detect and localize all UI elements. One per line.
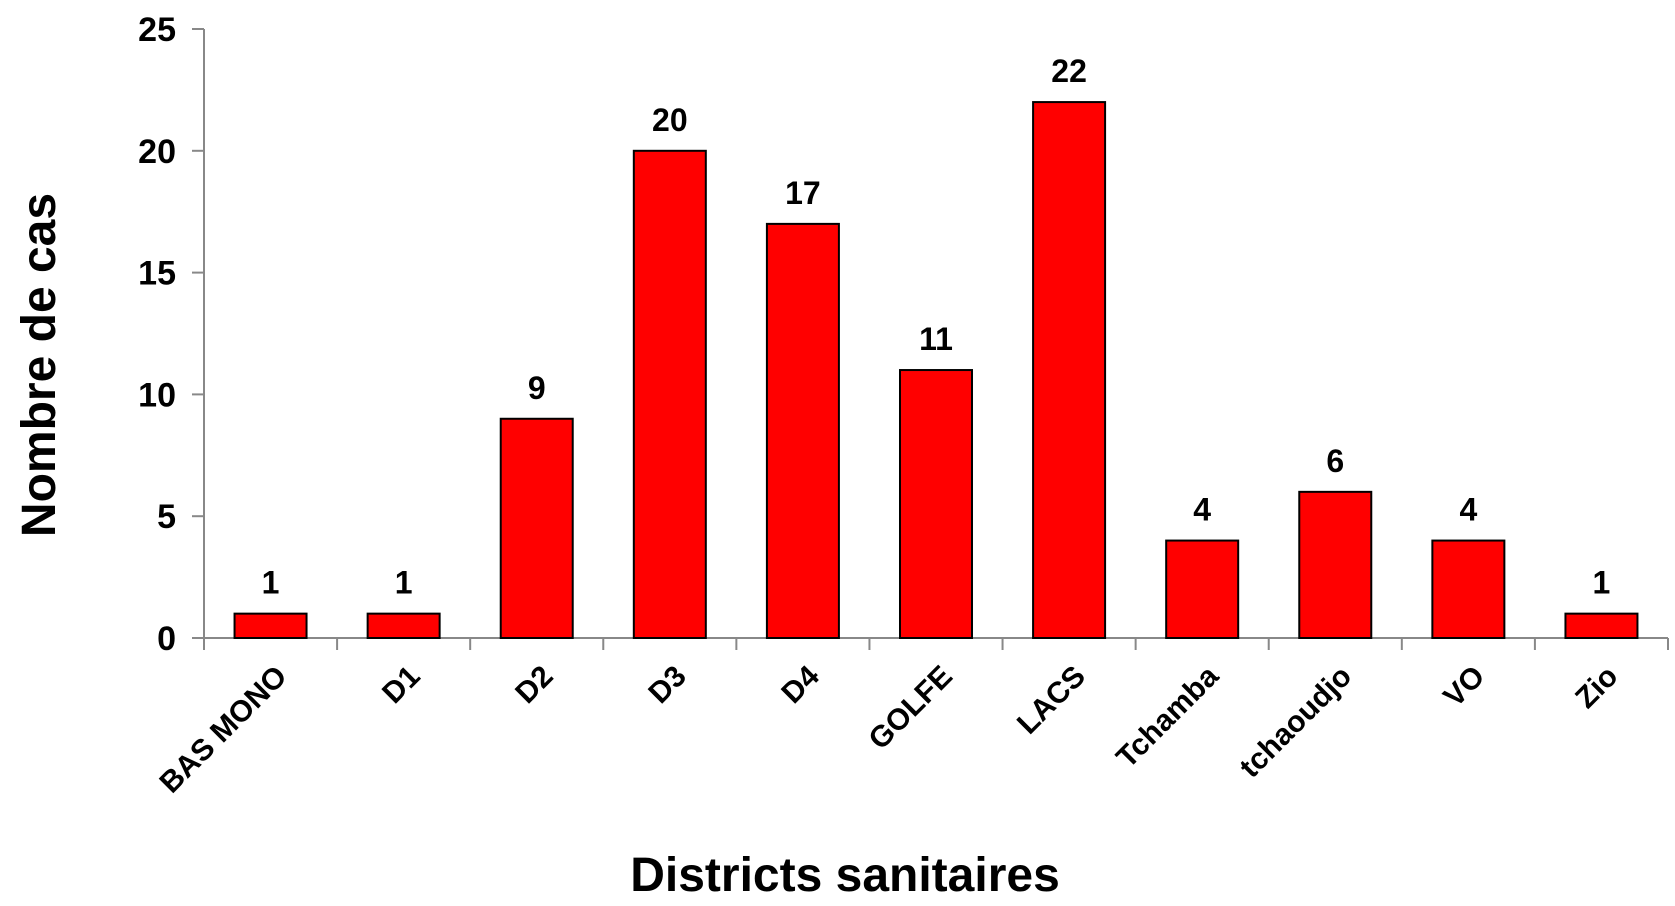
category-label: VO xyxy=(1437,660,1491,714)
bar xyxy=(501,419,573,638)
bars xyxy=(235,102,1638,638)
y-axis-title: Nombre de cas xyxy=(13,193,66,537)
category-label: BAS MONO xyxy=(153,660,293,800)
y-tick-label: 5 xyxy=(157,498,176,536)
bar xyxy=(235,614,307,638)
category-label: GOLFE xyxy=(863,660,959,756)
bar xyxy=(1565,614,1637,638)
bar xyxy=(767,224,839,638)
category-label: D4 xyxy=(775,659,826,710)
y-tick-label: 20 xyxy=(138,133,176,171)
bar xyxy=(900,370,972,638)
data-label: 22 xyxy=(1051,53,1087,89)
bar xyxy=(1299,492,1371,638)
category-label: Zio xyxy=(1569,660,1624,715)
data-label: 4 xyxy=(1193,492,1211,528)
bar xyxy=(634,151,706,638)
y-tick-label: 0 xyxy=(157,620,176,658)
data-label: 1 xyxy=(395,565,413,601)
category-label: tchaoudjo xyxy=(1234,660,1359,785)
data-label: 17 xyxy=(785,175,821,211)
bar xyxy=(1166,541,1238,638)
data-label: 4 xyxy=(1459,492,1477,528)
bar xyxy=(368,614,440,638)
y-tick-label: 25 xyxy=(138,11,176,49)
category-label: LACS xyxy=(1011,660,1092,741)
x-axis-title: Districts sanitaires xyxy=(630,849,1060,902)
data-label: 9 xyxy=(528,370,546,406)
y-tick-label: 15 xyxy=(138,255,176,293)
data-label: 20 xyxy=(652,102,688,138)
category-label: D3 xyxy=(642,660,692,710)
category-label: D1 xyxy=(376,660,426,710)
labels: 0 5 10 15 20 25 1 BAS MONO 1 D1 9 D2 20 D3 17 D4 11 GOLFE… xyxy=(138,11,1624,800)
data-label: 1 xyxy=(262,565,280,601)
category-label: Tchamba xyxy=(1110,659,1225,774)
y-tick-label: 10 xyxy=(138,376,176,414)
data-label: 6 xyxy=(1326,443,1344,479)
data-label: 11 xyxy=(919,321,953,357)
data-label: 1 xyxy=(1593,565,1611,601)
bar xyxy=(1432,541,1504,638)
bar xyxy=(1033,102,1105,638)
category-label: D2 xyxy=(509,660,559,710)
